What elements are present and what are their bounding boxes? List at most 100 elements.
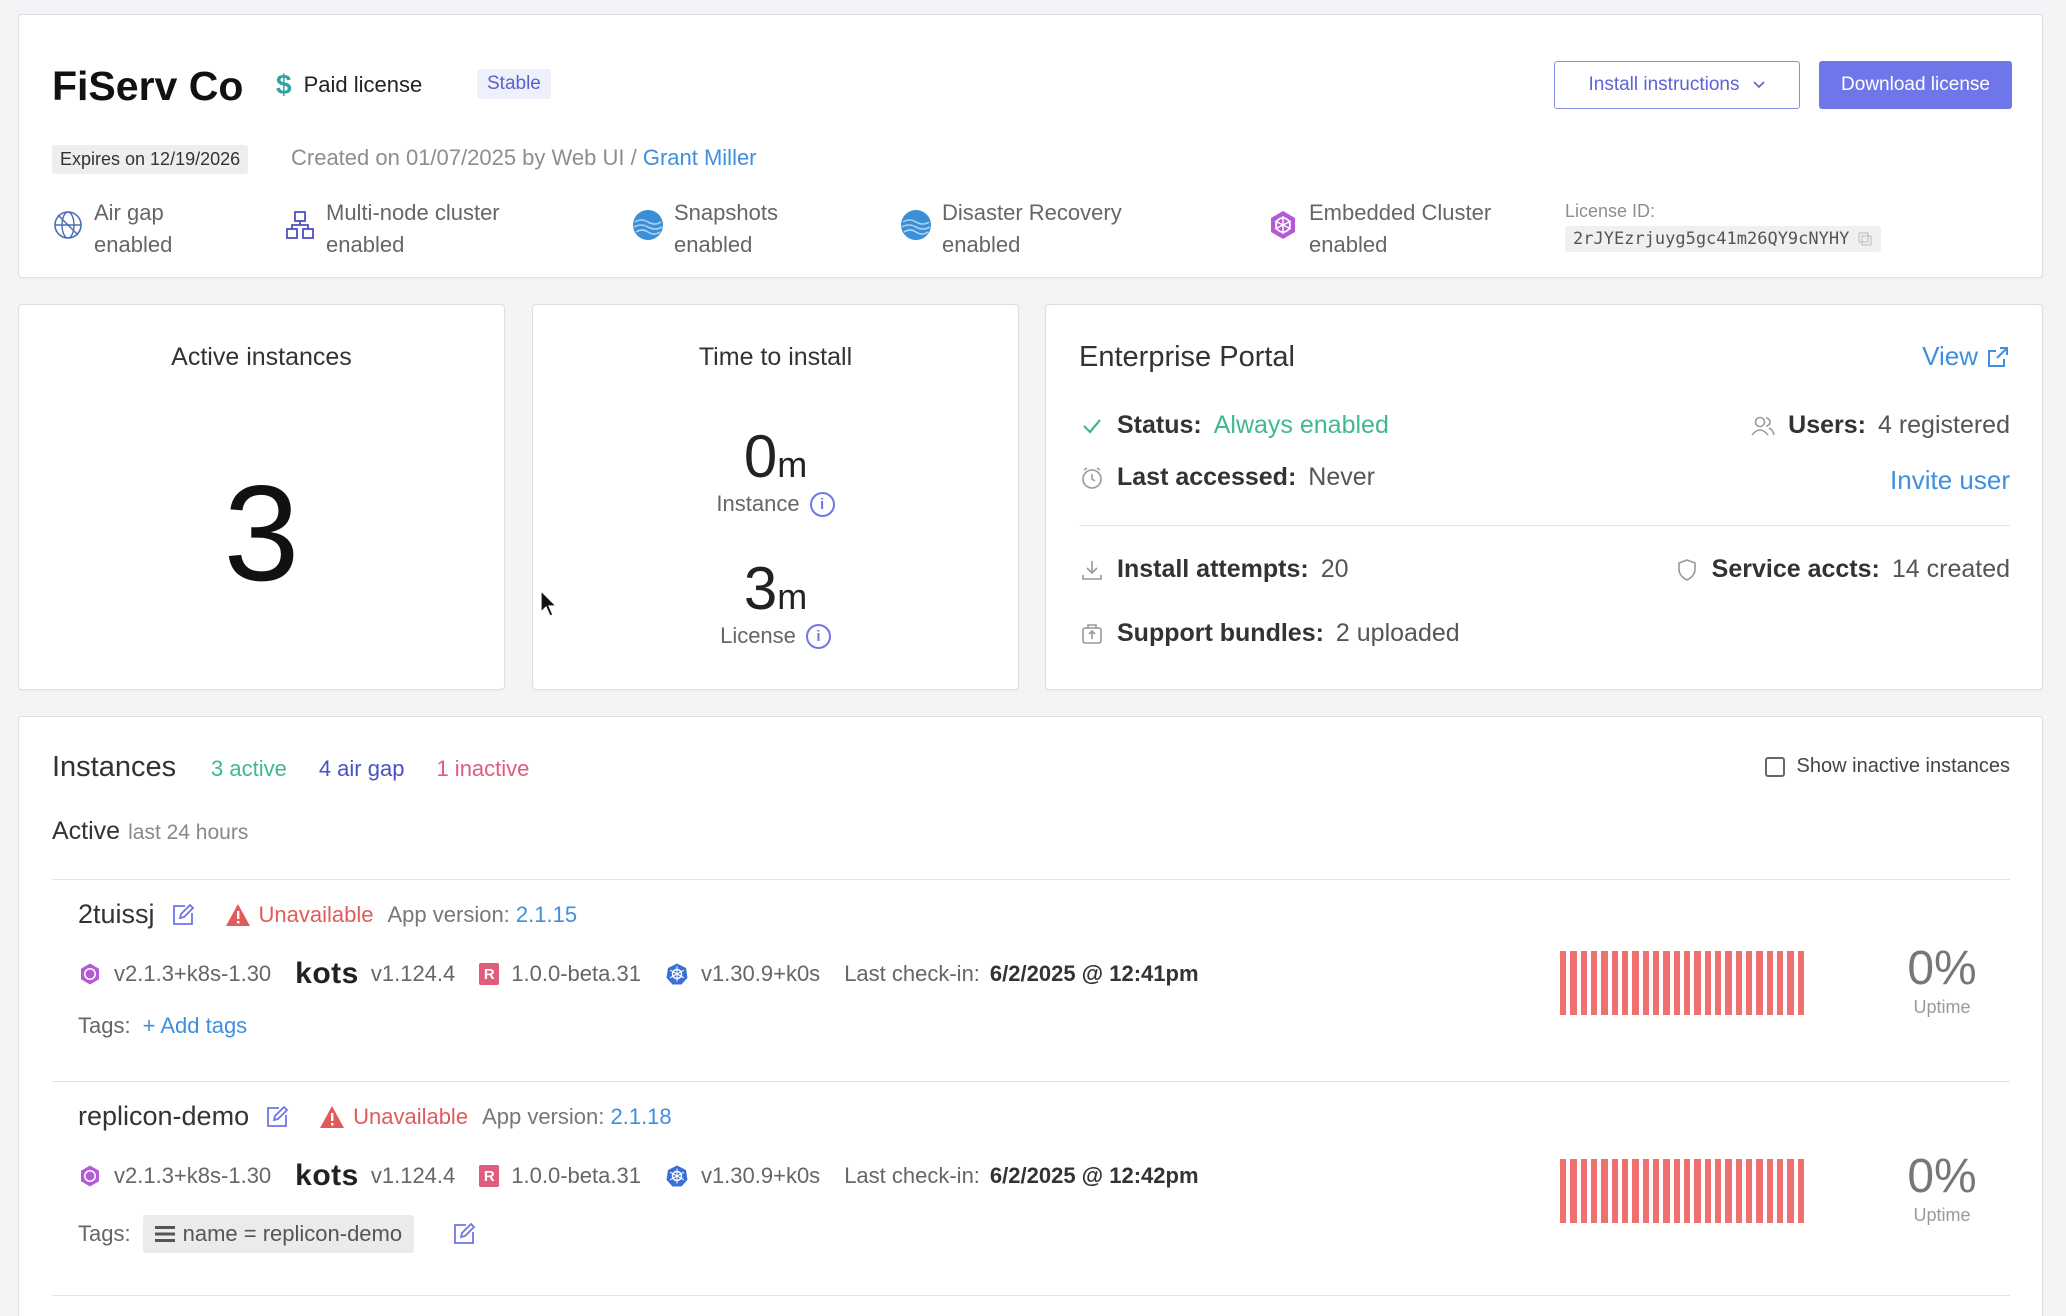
portal-title: Enterprise Portal: [1079, 341, 1295, 373]
instance-versions: v2.1.3+k8s-1.30 kots v1.124.4 R 1.0.0-be…: [78, 1159, 1199, 1193]
portal-last-accessed: Last accessed: Never: [1079, 463, 1375, 492]
clock-icon: [1079, 465, 1105, 491]
info-icon[interactable]: i: [805, 623, 831, 649]
download-license-button[interactable]: Download license: [1819, 61, 2012, 109]
k8s-version-value: v1.30.9+k0s: [700, 961, 821, 986]
portal-view-link[interactable]: View: [1922, 341, 2010, 372]
instance-name[interactable]: replicon-demo: [78, 1101, 250, 1131]
feature-status: enabled: [942, 232, 1021, 257]
instance-status: Unavailable: [319, 1104, 468, 1130]
edit-icon[interactable]: [263, 1103, 291, 1131]
active-instances-title: Active instances: [171, 343, 352, 371]
created-info: Created on 01/07/2025 by Web UI / Grant …: [291, 145, 757, 171]
replicated-icon: R: [479, 963, 500, 985]
instance-time: 0m Instance i: [533, 427, 1018, 517]
divider: [52, 1295, 2010, 1296]
created-by-link[interactable]: Grant Miller: [642, 145, 757, 170]
license-time-unit: m: [777, 576, 808, 617]
replicated-sdk-version: R 1.0.0-beta.31: [479, 961, 641, 987]
last-checkin-value: 6/2/2025 @ 12:42pm: [989, 1163, 1199, 1188]
kots-logo: kots: [295, 957, 359, 990]
app-version: App version: 2.1.18: [482, 1104, 672, 1130]
license-id-value[interactable]: 2rJYEzrjuyg5gc41m26QY9cNYHY: [1565, 226, 1882, 252]
uptime-label: Uptime: [1913, 1205, 1971, 1225]
feature-name: Disaster Recovery: [942, 200, 1122, 225]
license-header-card: FiServ Co $ Paid license Stable Install …: [18, 14, 2043, 278]
install-attempts-key: Install attempts:: [1117, 555, 1309, 583]
app-version-value[interactable]: 2.1.18: [610, 1103, 672, 1129]
ec-version-value: v2.1.3+k8s-1.30: [114, 961, 272, 986]
instance-row[interactable]: replicon-demo Unavailable App version: 2…: [52, 1081, 2010, 1281]
instance-status-label: Unavailable: [258, 901, 374, 927]
last-checkin-label: Last check-in:: [844, 961, 980, 986]
license-type: $ Paid license: [276, 69, 422, 101]
feature-embedded-cluster: Embedded Cluster enabled: [1267, 197, 1491, 261]
helm-wheel-icon: [1267, 209, 1299, 241]
dollar-icon: $: [276, 69, 292, 100]
license-features: Air gap enabled Multi-node cluster enabled…: [52, 197, 1552, 257]
license-time-label: License: [720, 623, 796, 648]
portal-install-attempts: Install attempts: 20: [1079, 555, 1349, 584]
bundle-upload-icon: [1079, 621, 1105, 647]
kots-version: kots v1.124.4: [295, 1159, 455, 1193]
invite-user-link[interactable]: Invite user: [1890, 465, 2010, 495]
install-instructions-button[interactable]: Install instructions: [1554, 61, 1800, 109]
show-inactive-toggle[interactable]: Show inactive instances: [1764, 755, 2010, 778]
warning-icon: [225, 903, 250, 926]
instance-name[interactable]: 2tuissj: [78, 899, 155, 929]
app-version-value[interactable]: 2.1.15: [515, 901, 578, 927]
copy-icon[interactable]: [1857, 231, 1873, 247]
feature-status: enabled: [674, 232, 753, 257]
app-version-label: App version:: [387, 901, 510, 927]
last-checkin: Last check-in: 6/2/2025 @ 12:41pm: [844, 961, 1198, 987]
uptime-label: Uptime: [1913, 997, 1971, 1017]
instance-tags: Tags: + Add tags: [78, 1013, 247, 1039]
feature-airgap: Air gap enabled: [52, 197, 172, 261]
add-tags-link[interactable]: + Add tags: [142, 1013, 248, 1038]
install-attempts-value: 20: [1320, 555, 1349, 583]
feature-name: Air gap: [94, 200, 164, 225]
instance-status-label: Unavailable: [353, 1103, 469, 1129]
k8s-version: v1.30.9+k0s: [665, 1163, 820, 1189]
show-inactive-checkbox[interactable]: [1764, 756, 1785, 777]
edit-icon[interactable]: [169, 901, 197, 929]
instance-time-unit: m: [777, 444, 808, 485]
expiry-badge: Expires on 12/19/2026: [52, 145, 249, 174]
cluster-icon: [284, 209, 316, 241]
instance-header: 2tuissj Unavailable App version: 2.1.15: [78, 899, 577, 930]
info-icon[interactable]: i: [809, 491, 835, 517]
uptime-bars: [1560, 1159, 1804, 1223]
app-version: App version: 2.1.15: [388, 902, 578, 928]
feature-snapshots: Snapshots enabled: [632, 197, 778, 261]
instance-time-label: Instance: [716, 491, 800, 516]
check-icon: [1079, 413, 1105, 439]
last-accessed-value: Never: [1308, 463, 1375, 491]
support-bundles-value: 2 uploaded: [1335, 619, 1460, 647]
kots-version: kots v1.124.4: [295, 957, 455, 991]
inactive-count-filter[interactable]: 1 inactive: [436, 756, 530, 781]
list-icon: [154, 1226, 175, 1242]
warning-icon: [320, 1105, 345, 1128]
instance-row[interactable]: 2tuissj Unavailable App version: 2.1.15 …: [52, 879, 2010, 1079]
replicated-version-value: 1.0.0-beta.31: [511, 961, 641, 986]
instance-tags: Tags: name = replicon-demo: [78, 1215, 478, 1253]
instance-status: Unavailable: [225, 902, 374, 928]
kots-logo: kots: [295, 1159, 359, 1192]
k8s-version-value: v1.30.9+k0s: [700, 1163, 821, 1188]
active-count-filter[interactable]: 3 active: [211, 756, 287, 781]
kots-version-value: v1.124.4: [370, 961, 456, 986]
divider: [1079, 525, 2010, 526]
install-instructions-label: Install instructions: [1588, 74, 1740, 95]
tag-chip: name = replicon-demo: [142, 1215, 415, 1253]
uptime: 0% Uptime: [1892, 945, 1992, 1018]
instance-time-value: 0: [743, 423, 778, 490]
portal-support-bundles: Support bundles: 2 uploaded: [1079, 619, 1460, 648]
portal-view-label: View: [1922, 341, 1978, 371]
last-checkin-value: 6/2/2025 @ 12:41pm: [989, 961, 1199, 986]
last-checkin: Last check-in: 6/2/2025 @ 12:42pm: [844, 1163, 1198, 1189]
feature-status: enabled: [1309, 232, 1388, 257]
edit-tags-icon[interactable]: [450, 1220, 478, 1248]
airgap-count-filter[interactable]: 4 air gap: [318, 756, 405, 781]
helm-wheel-icon: [81, 1165, 99, 1187]
users-value: 4 registered: [1877, 411, 2010, 439]
